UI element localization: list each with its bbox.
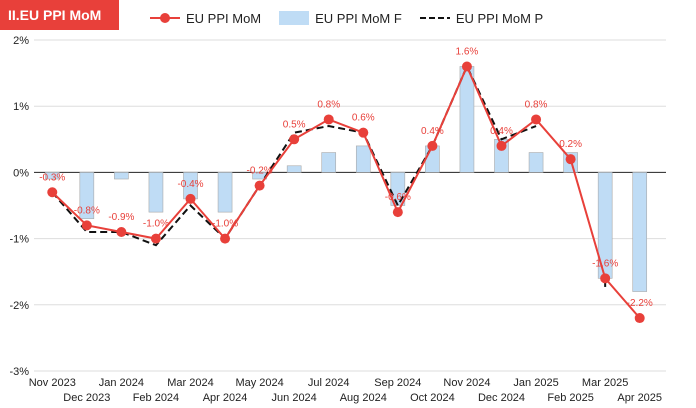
actual-point	[496, 140, 507, 151]
legend-previous-label: EU PPI MoM P	[455, 10, 544, 26]
actual-point	[531, 114, 542, 125]
actual-point	[565, 154, 576, 165]
x-tick-label: Dec 2023	[63, 392, 110, 404]
chart-title: II.EU PPI MoM	[0, 0, 119, 30]
actual-point	[150, 233, 161, 244]
x-tick-label: Feb 2025	[547, 392, 593, 404]
x-tick-label: Mar 2024	[167, 377, 213, 389]
data-label: -1.0%	[143, 219, 169, 230]
x-tick-label: Jan 2025	[513, 377, 558, 389]
data-label: 0.5%	[283, 119, 306, 130]
legend-item-actual[interactable]: EU PPI MoM	[150, 11, 261, 26]
actual-point	[634, 313, 645, 324]
actual-point	[185, 193, 196, 204]
actual-point	[600, 273, 611, 284]
legend-actual-label: EU PPI MoM	[186, 10, 262, 26]
forecast-bar	[528, 152, 544, 173]
forecast-bar	[217, 172, 233, 213]
chart-legend: EU PPI MoM EU PPI MoM F EU PPI MoM P	[150, 8, 561, 28]
data-label: 0.6%	[352, 113, 375, 124]
data-label: -1.6%	[592, 258, 618, 269]
x-tick-label: May 2024	[235, 377, 283, 389]
x-tick-label: Aug 2024	[340, 392, 387, 404]
data-label: -0.8%	[74, 205, 100, 216]
forecast-bar	[44, 172, 60, 180]
forecast-bar	[286, 165, 302, 173]
legend-item-forecast[interactable]: EU PPI MoM F	[279, 11, 402, 26]
data-label: 0.8%	[317, 99, 340, 110]
actual-point	[47, 187, 58, 198]
forecast-bar	[321, 152, 337, 173]
x-tick-label: Oct 2024	[410, 392, 455, 404]
data-label: -2.2%	[627, 298, 653, 309]
actual-point	[289, 134, 300, 145]
legend-previous-swatch	[419, 17, 450, 19]
y-tick-label: 2%	[13, 35, 29, 47]
data-label: 0.2%	[559, 139, 582, 150]
forecast-bar	[355, 145, 371, 173]
y-tick-label: -3%	[9, 366, 29, 378]
y-tick-label: -1%	[9, 234, 29, 246]
x-tick-label: Feb 2024	[133, 392, 179, 404]
data-label: -0.2%	[247, 166, 273, 177]
actual-point	[254, 180, 265, 191]
x-tick-label: Apr 2025	[617, 392, 662, 404]
forecast-bar	[632, 172, 648, 292]
forecast-bar	[148, 172, 164, 213]
forecast-bar	[79, 172, 95, 220]
legend-actual-swatch	[150, 13, 180, 23]
actual-point	[461, 61, 472, 72]
actual-series-line	[51, 63, 641, 319]
legend-forecast-label: EU PPI MoM F	[315, 10, 402, 26]
data-label: -0.4%	[177, 179, 203, 190]
y-tick-label: -2%	[9, 300, 29, 312]
x-tick-label: Nov 2024	[443, 377, 490, 389]
x-tick-label: Jun 2024	[272, 392, 317, 404]
data-label: 0.8%	[525, 99, 548, 110]
x-tick-label: Jul 2024	[308, 377, 350, 389]
data-label: -0.6%	[385, 192, 411, 203]
x-tick-label: Sep 2024	[374, 377, 421, 389]
forecast-bar	[114, 172, 129, 180]
actual-point	[427, 140, 438, 151]
y-tick-label: 0%	[13, 167, 29, 179]
data-label: -1.0%	[212, 219, 238, 230]
actual-point	[220, 233, 231, 244]
x-tick-label: Jan 2024	[99, 377, 144, 389]
y-tick-label: 1%	[13, 101, 29, 113]
x-tick-label: Nov 2023	[29, 377, 76, 389]
actual-point	[116, 226, 127, 237]
data-label: -0.3%	[39, 172, 65, 183]
actual-point	[392, 207, 403, 218]
actual-point	[323, 114, 334, 125]
legend-forecast-swatch	[279, 11, 310, 25]
data-label: -0.9%	[108, 212, 134, 223]
actual-point	[81, 220, 92, 231]
actual-point	[358, 127, 369, 138]
data-label: 0.4%	[421, 126, 444, 137]
legend-item-previous[interactable]: EU PPI MoM P	[419, 10, 544, 26]
x-tick-label: Dec 2024	[478, 392, 525, 404]
data-label: 1.6%	[456, 46, 479, 57]
x-tick-label: Mar 2025	[582, 377, 628, 389]
x-tick-label: Apr 2024	[203, 392, 248, 404]
forecast-bar	[459, 66, 475, 173]
data-label: 0.4%	[490, 126, 513, 137]
